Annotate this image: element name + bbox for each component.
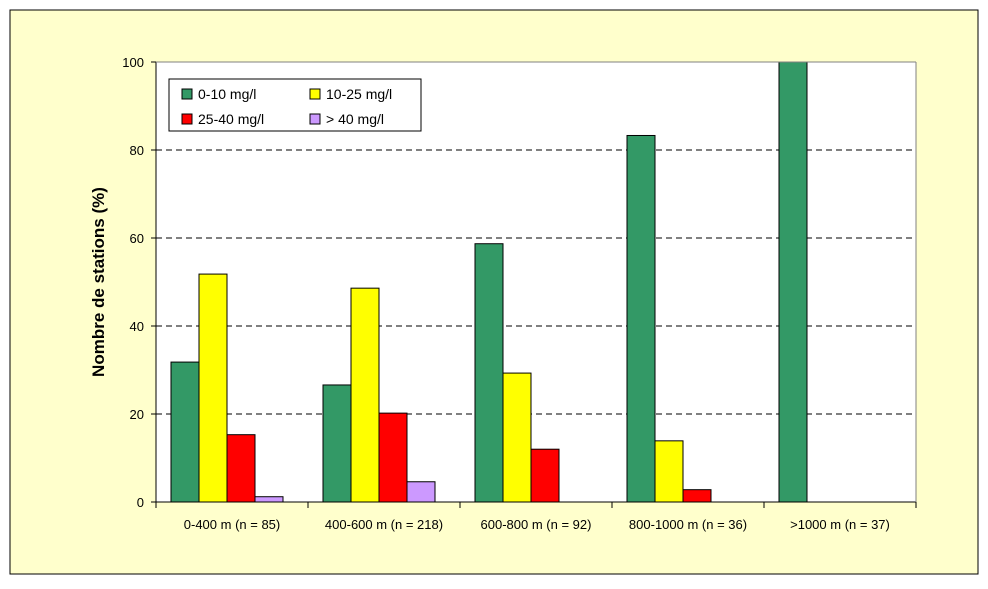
x-tick-label: 600-800 m (n = 92) <box>481 517 592 532</box>
x-tick-label: 400-600 m (n = 218) <box>325 517 443 532</box>
x-tick-label: 0-400 m (n = 85) <box>184 517 280 532</box>
axes: 0 20 40 60 80 100 0-400 m (n = 85) 400-600 m (n… <box>122 55 917 532</box>
bar <box>778 61 808 503</box>
bar <box>502 372 532 503</box>
bar <box>350 287 380 503</box>
legend-label: 0-10 mg/l <box>198 86 256 102</box>
legend-swatch <box>309 88 321 100</box>
bar <box>226 434 256 503</box>
y-axis-label: Nombre de stations (%) <box>89 187 108 377</box>
y-tick-label: 60 <box>130 231 144 246</box>
bar <box>254 496 284 503</box>
bar <box>406 481 436 503</box>
legend-swatch <box>181 113 193 125</box>
bar <box>530 448 560 503</box>
y-tick-label: 20 <box>130 407 144 422</box>
bar <box>198 273 228 503</box>
legend-box <box>168 78 422 132</box>
y-tick-label: 100 <box>122 55 144 70</box>
bar <box>474 243 504 503</box>
legend-swatch <box>309 113 321 125</box>
bar <box>170 361 200 503</box>
legend-label: 25-40 mg/l <box>198 111 264 127</box>
bar <box>682 489 712 503</box>
legend-label: 10-25 mg/l <box>326 86 392 102</box>
legend-swatch <box>181 88 193 100</box>
bar <box>322 384 352 503</box>
x-tick-label: >1000 m (n = 37) <box>790 517 890 532</box>
legend-label: > 40 mg/l <box>326 111 384 127</box>
y-tick-label: 80 <box>130 143 144 158</box>
legend: 0-10 mg/l 10-25 mg/l 25-40 mg/l > 40 mg/l <box>168 78 422 132</box>
bar <box>654 440 684 503</box>
y-tick-label: 0 <box>137 495 144 510</box>
bars <box>170 61 808 503</box>
bar <box>378 412 408 503</box>
bar <box>626 134 656 503</box>
x-tick-label: 800-1000 m (n = 36) <box>629 517 747 532</box>
y-tick-label: 40 <box>130 319 144 334</box>
